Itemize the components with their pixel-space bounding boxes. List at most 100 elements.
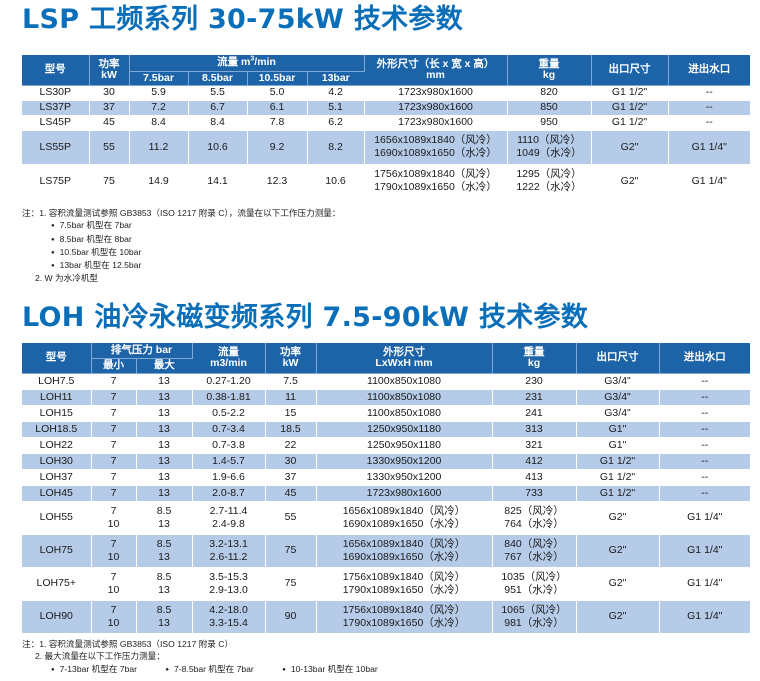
water-cell: G1 1/4"	[659, 534, 751, 568]
pmin-cell: 7 10	[91, 567, 137, 601]
pmax-cell: 8.5 13	[136, 600, 193, 634]
note-bullet: 13bar 机型在 12.5bar	[22, 259, 341, 272]
lsp-spec-table: 型号 功率 kW 流量 m3/min 外形尺寸（长 x 宽 x 高） mm 重量 kg…	[22, 55, 751, 199]
power-cell: 7.5	[265, 373, 317, 390]
pmax-cell: 13	[136, 485, 193, 502]
model-cell: LOH18.5	[22, 421, 92, 438]
table-row: LOH55 7 10 8.5 13 2.7-11.4 2.4-9.8 55 1656x…	[22, 501, 751, 535]
loh-header-pmax: 最大	[136, 358, 193, 374]
flow-cell: 0.7-3.4	[192, 421, 266, 438]
loh-header-model: 型号	[22, 343, 92, 374]
water-cell: --	[668, 115, 751, 131]
outlet-cell: G1 1/2"	[591, 85, 669, 101]
model-cell: LOH45	[22, 485, 92, 502]
pmin-cell: 7	[91, 437, 137, 454]
flow-cell: 6.1	[247, 100, 308, 116]
pmin-cell: 7 10	[91, 534, 137, 568]
note-bullet: 10-13bar 机型在 10bar	[282, 664, 378, 674]
outlet-cell: G3/4"	[576, 405, 660, 422]
power-cell: 45	[89, 115, 130, 131]
model-cell: LS37P	[22, 100, 90, 116]
table-row: LOH37 7 13 1.9-6.6 37 1330x950x1200 413 …	[22, 469, 751, 486]
note-bullet: 7-8.5bar 机型在 7bar	[165, 664, 253, 674]
loh-header-weight: 重量 kg	[492, 343, 577, 374]
outlet-cell: G2"	[576, 501, 660, 535]
loh-header-water: 进出水口	[659, 343, 751, 374]
model-cell: LOH90	[22, 600, 92, 634]
model-cell: LOH75	[22, 534, 92, 568]
lsp-header-flow: 流量 m3/min	[129, 55, 365, 72]
flow-cell: 3.2-13.1 2.6-11.2	[192, 534, 266, 568]
dims-cell: 1250x950x1180	[316, 421, 493, 438]
power-cell: 55	[89, 130, 130, 165]
power-cell: 55	[265, 501, 317, 535]
pmin-cell: 7 10	[91, 501, 137, 535]
weight-cell: 850	[507, 100, 592, 116]
model-cell: LOH15	[22, 405, 92, 422]
water-cell: G1 1/4"	[659, 501, 751, 535]
weight-cell: 825（风冷） 764（水冷）	[492, 501, 577, 535]
lsp-header-p2: 8.5bar	[188, 71, 248, 86]
water-cell: --	[659, 389, 751, 406]
outlet-cell: G1 1/2"	[591, 115, 669, 131]
outlet-cell: G1 1/2"	[591, 100, 669, 116]
pmin-cell: 7 10	[91, 600, 137, 634]
loh-header-flow: 流量 m3/min	[192, 343, 266, 374]
flow-cell: 6.2	[307, 115, 365, 131]
water-cell: G1 1/4"	[659, 567, 751, 601]
flow-cell: 0.38-1.81	[192, 389, 266, 406]
pmin-cell: 7	[91, 389, 137, 406]
note-line: 2. W 为水冷机型	[35, 273, 99, 284]
water-cell: --	[659, 405, 751, 422]
dims-cell: 1723x980x1600	[364, 100, 508, 116]
flow-cell: 5.0	[247, 85, 308, 101]
lsp-header-weight: 重量 kg	[507, 55, 592, 86]
model-cell: LS75P	[22, 164, 90, 199]
table-row: LOH30 7 13 1.4-5.7 30 1330x950x1200 412 …	[22, 453, 751, 470]
water-cell: --	[659, 437, 751, 454]
outlet-cell: G2"	[591, 130, 669, 165]
dims-cell: 1723x980x1600	[364, 85, 508, 101]
loh-spec-table: 型号 排气压力 bar 流量 m3/min 功率 kW 外形尺寸 LxWxH mm 重…	[22, 343, 751, 634]
weight-cell: 1035（风冷） 951（水冷）	[492, 567, 577, 601]
water-cell: --	[659, 469, 751, 486]
pmin-cell: 7	[91, 485, 137, 502]
pmax-cell: 13	[136, 469, 193, 486]
pmax-cell: 13	[136, 405, 193, 422]
table-row: LS37P 37 7.2 6.7 6.1 5.1 1723x980x1600 8…	[22, 100, 751, 116]
weight-cell: 241	[492, 405, 577, 422]
table-row: LS30P 30 5.9 5.5 5.0 4.2 1723x980x1600 8…	[22, 85, 751, 101]
lsp-header-outlet: 出口尺寸	[591, 55, 669, 86]
flow-cell: 2.0-8.7	[192, 485, 266, 502]
model-cell: LOH7.5	[22, 373, 92, 390]
model-cell: LOH37	[22, 469, 92, 486]
dims-cell: 1723x980x1600	[364, 115, 508, 131]
flow-cell: 8.2	[307, 130, 365, 165]
pmin-cell: 7	[91, 373, 137, 390]
flow-cell: 14.9	[129, 164, 189, 199]
pmin-cell: 7	[91, 405, 137, 422]
power-cell: 18.5	[265, 421, 317, 438]
pmax-cell: 8.5 13	[136, 501, 193, 535]
pmax-cell: 13	[136, 453, 193, 470]
dims-cell: 1656x1089x1840（风冷） 1690x1089x1650（水冷）	[364, 130, 508, 165]
dims-cell: 1100x850x1080	[316, 373, 493, 390]
dims-cell: 1656x1089x1840（风冷） 1690x1089x1650（水冷）	[316, 501, 493, 535]
flow-cell: 7.2	[129, 100, 189, 116]
model-cell: LS30P	[22, 85, 90, 101]
outlet-cell: G1 1/2"	[576, 453, 660, 470]
model-cell: LOH11	[22, 389, 92, 406]
weight-cell: 1295（风冷） 1222（水冷）	[507, 164, 592, 199]
flow-cell: 5.1	[307, 100, 365, 116]
flow-cell: 12.3	[247, 164, 308, 199]
table-row: LOH18.5 7 13 0.7-3.4 18.5 1250x950x1180 …	[22, 421, 751, 438]
model-cell: LOH30	[22, 453, 92, 470]
model-cell: LOH22	[22, 437, 92, 454]
power-cell: 75	[265, 567, 317, 601]
power-cell: 30	[265, 453, 317, 470]
weight-cell: 820	[507, 85, 592, 101]
note-line: 注：1. 容积流量测试参照 GB3853（ISO 1217 附录 C），流量在以…	[22, 208, 341, 218]
weight-cell: 231	[492, 389, 577, 406]
power-cell: 75	[265, 534, 317, 568]
water-cell: --	[668, 100, 751, 116]
